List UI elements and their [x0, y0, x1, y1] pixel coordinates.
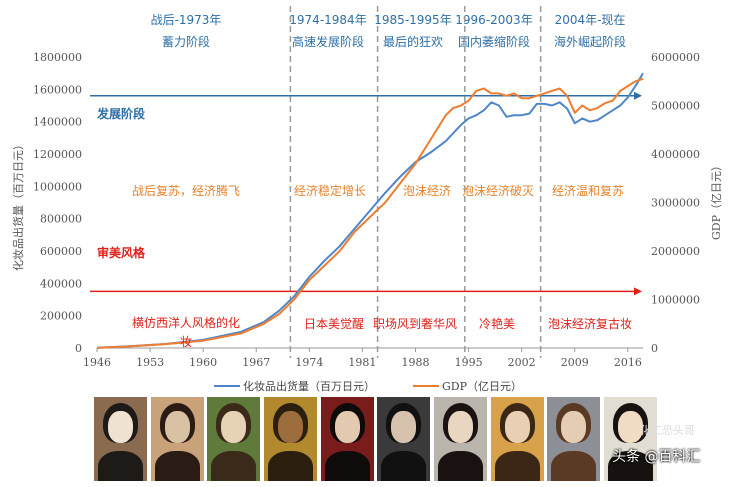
x-tick-label: 1995	[455, 356, 483, 369]
y-left-tick-label: 1200000	[33, 148, 82, 161]
y-left-tick-label: 800000	[40, 213, 82, 226]
style-label-3: 职场风到奢华风	[373, 317, 457, 331]
y-left-tick-label: 1800000	[33, 51, 82, 64]
y-left-tick-label: 1000000	[33, 180, 82, 193]
portrait-photo	[94, 397, 147, 481]
period-dividers	[289, 6, 542, 358]
legend: 化妆品出货量（百万日元） GDP（亿日元）	[214, 379, 522, 393]
y-right-axis-title: GDP（亿日元）	[710, 160, 723, 240]
portrait-photo	[264, 397, 317, 481]
portrait-photo	[490, 397, 544, 481]
style-label-4: 冷艳美	[479, 316, 515, 331]
portrait-photo	[207, 397, 261, 481]
phase-4-subtitle: 国内萎缩阶段	[458, 34, 530, 49]
legend-label-gdp: GDP（亿日元）	[442, 380, 522, 393]
portrait-photo	[547, 397, 601, 481]
phase-5-subtitle: 海外崛起阶段	[554, 34, 626, 49]
era-label-2: 经济稳定增长	[294, 183, 366, 198]
x-tick-label: 1974	[295, 356, 323, 369]
y-right-tick-label: 5000000	[651, 100, 700, 113]
y-left-tick-label: 400000	[40, 277, 82, 290]
portrait-photo	[150, 397, 204, 481]
y-right-tick-label: 4000000	[651, 148, 700, 161]
style-stage-label: 审美风格	[97, 245, 146, 260]
x-tick-label: 1953	[136, 356, 164, 369]
style-label-1a: 横仿西洋人风格的化	[132, 315, 240, 330]
era-label-1: 战后复苏，经济腾飞	[132, 183, 240, 198]
portrait-photo	[377, 397, 431, 481]
style-label-2: 日本美觉醒	[304, 317, 364, 331]
x-tick-label: 1988	[402, 356, 430, 369]
watermark-secondary: 化工恐头哥	[640, 424, 695, 437]
phase-3-subtitle: 最后的狂欢	[383, 34, 443, 49]
style-label-5: 泡沫经济复古妆	[548, 316, 632, 331]
portrait-strip	[94, 397, 657, 481]
era-label-3: 泡沫经济	[403, 183, 451, 198]
y-right-tick-label: 0	[651, 342, 658, 355]
x-tick-label: 1960	[189, 356, 217, 369]
series-lines	[96, 72, 644, 349]
dev-stage-label: 发展阶段	[96, 106, 146, 121]
x-tick-label: 2016	[614, 356, 642, 369]
era-label-5: 经济温和复苏	[552, 183, 624, 198]
series-line-gdp	[96, 77, 644, 349]
axes: 1946 1953 1960 1967 1974 1981 1988 1995 2002 2009…	[11, 51, 723, 369]
watermark: 头条 @百科汇	[612, 449, 701, 465]
y-right-tick-label: 2000000	[651, 245, 700, 258]
y-right-tick-label: 1000000	[651, 294, 700, 307]
phase-2-subtitle: 高速发展阶段	[292, 34, 364, 49]
portrait-photo	[320, 397, 374, 481]
x-tick-label: 1946	[83, 356, 111, 369]
y-left-axis-title: 化妆品出货量（百万日元）	[11, 139, 25, 271]
phase-2-title: 1974-1984年	[289, 13, 366, 27]
series-line-shipments	[96, 72, 644, 349]
y-left-tick-label: 600000	[40, 245, 82, 258]
style-label-1b: 妆	[180, 335, 192, 349]
phase-5-title: 2004年-现在	[555, 13, 626, 27]
x-tick-label: 1981	[348, 356, 376, 369]
phase-3-title: 1985-1995年	[374, 13, 451, 27]
legend-label-shipments: 化妆品出货量（百万日元）	[243, 379, 375, 393]
phase-1-subtitle: 蓄力阶段	[162, 34, 210, 49]
y-left-tick-label: 1400000	[33, 116, 82, 129]
y-left-tick-label: 1600000	[33, 83, 82, 96]
x-tick-label: 1967	[242, 356, 270, 369]
phase-4-title: 1996-2003年	[455, 13, 532, 27]
y-right-tick-label: 3000000	[651, 197, 700, 210]
y-right-tick-label: 6000000	[651, 51, 700, 64]
phase-1-title: 战后-1973年	[151, 13, 222, 27]
portrait-photo	[604, 397, 657, 481]
era-label-4: 泡沫经济破灭	[462, 183, 534, 198]
portrait-photo	[434, 397, 487, 481]
reference-arrows	[90, 91, 642, 296]
y-left-tick-label: 200000	[40, 310, 82, 323]
x-tick-label: 2009	[561, 356, 589, 369]
y-left-tick-label: 0	[75, 342, 82, 355]
x-tick-label: 2002	[508, 356, 536, 369]
